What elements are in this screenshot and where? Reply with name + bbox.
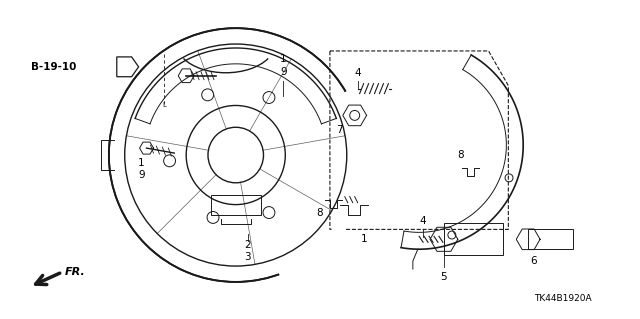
Text: L: L bbox=[163, 102, 166, 108]
Text: 4: 4 bbox=[355, 68, 361, 78]
Text: 4: 4 bbox=[420, 217, 426, 226]
Text: 9: 9 bbox=[280, 67, 287, 77]
Text: TK44B1920A: TK44B1920A bbox=[534, 294, 591, 303]
Text: 3: 3 bbox=[244, 252, 251, 262]
Text: FR.: FR. bbox=[65, 267, 86, 277]
Text: 1: 1 bbox=[280, 54, 287, 64]
Text: 8: 8 bbox=[458, 150, 464, 160]
Text: 1: 1 bbox=[362, 234, 368, 244]
Text: 7: 7 bbox=[337, 125, 343, 135]
Text: 6: 6 bbox=[530, 256, 536, 266]
Text: 1: 1 bbox=[138, 158, 145, 168]
Text: 9: 9 bbox=[138, 170, 145, 180]
Bar bbox=[444, 223, 504, 255]
Text: 8: 8 bbox=[317, 208, 323, 218]
Bar bbox=[211, 195, 260, 214]
Text: B-19-10: B-19-10 bbox=[31, 62, 76, 72]
Text: 2: 2 bbox=[244, 240, 251, 250]
Bar bbox=[528, 229, 573, 249]
Text: 5: 5 bbox=[440, 272, 447, 282]
